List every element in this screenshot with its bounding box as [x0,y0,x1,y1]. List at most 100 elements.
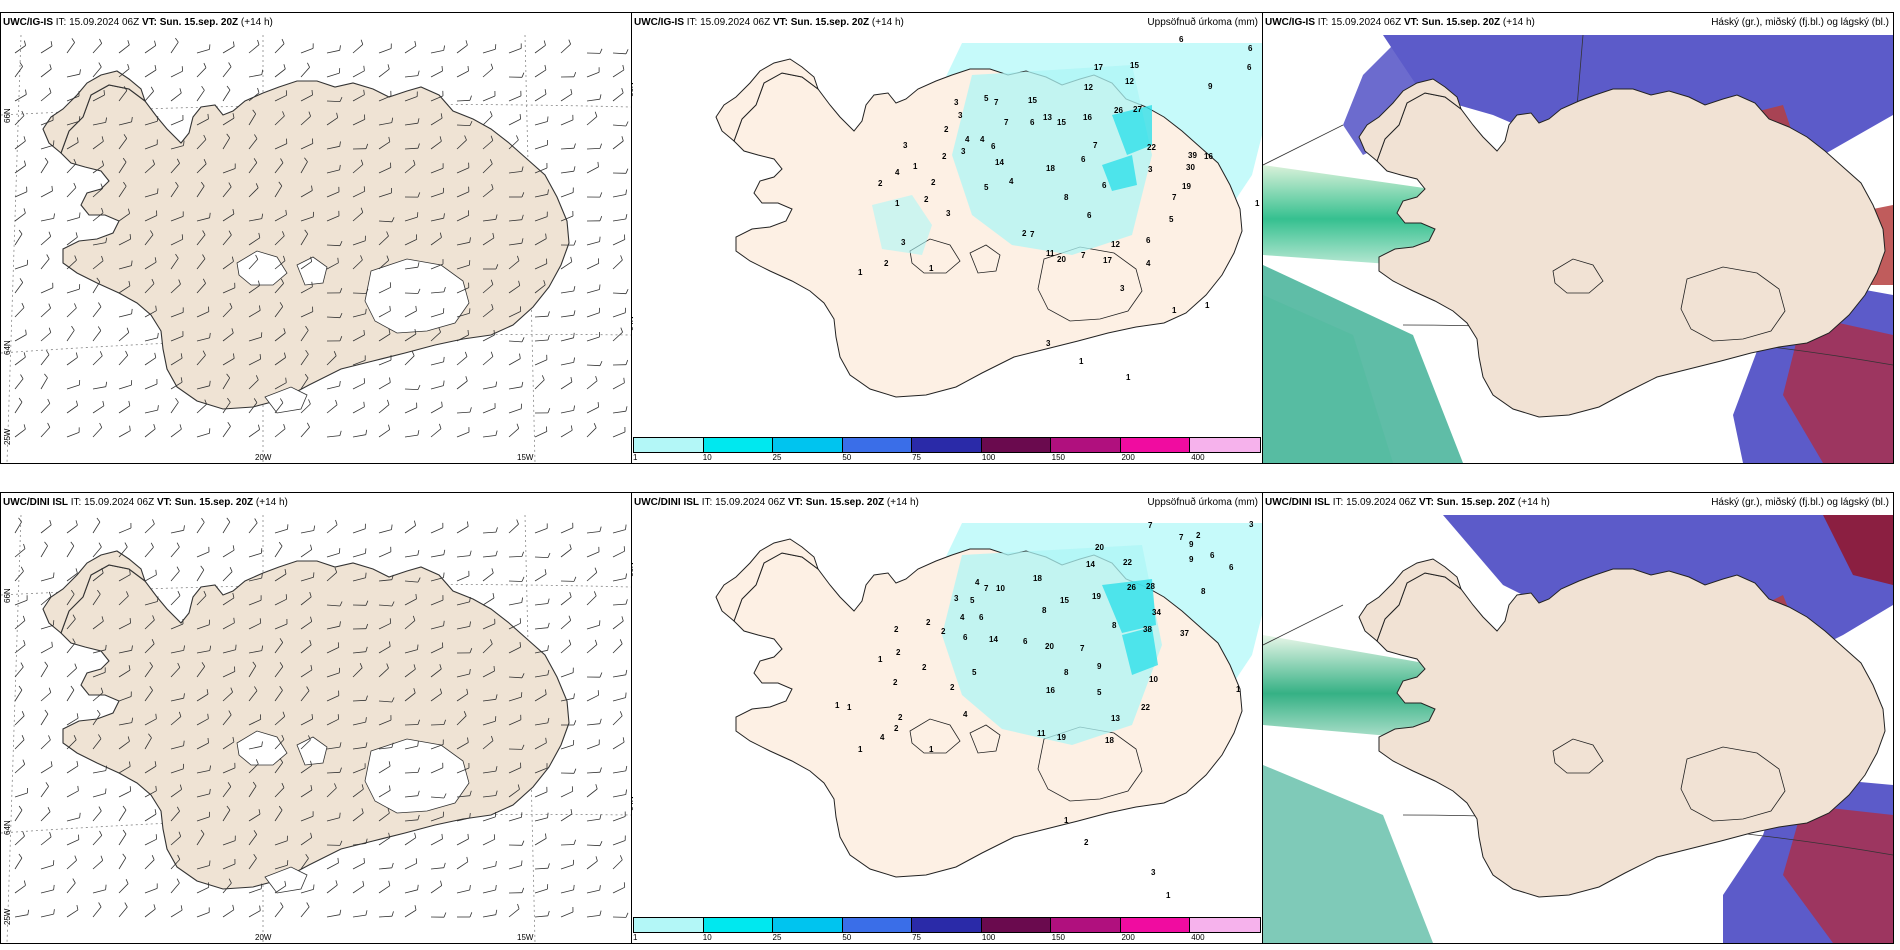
wind-barb [40,577,54,582]
wind-barb-flag [101,207,104,213]
wind-barb [378,646,391,654]
wind-barb [612,770,626,774]
wind-barb-flag [259,618,262,624]
wind-barb-flag [150,542,154,548]
wind-barb [456,241,470,246]
wind-barb [430,217,444,222]
wind-barb [92,672,106,678]
legend-tick: 100 [981,933,996,942]
precip-value: 2 [894,625,899,634]
wind-barb [66,432,80,438]
wind-barb [274,885,287,894]
wind-barb [274,598,287,606]
wind-barb-flag [337,857,339,863]
wind-barb-flag [495,381,498,387]
wind-barb [170,357,183,366]
wind-barb-flag [570,377,573,383]
wind-barb [378,667,389,678]
wind-barb-flag [44,661,49,667]
wind-barb-flag [123,86,128,91]
wind-barb-flag [620,255,623,261]
wind-barb-flag [157,405,159,411]
wind-barb-flag [495,264,499,270]
wind-barb [196,311,209,318]
wind-barb [586,595,597,606]
wind-barb [300,311,313,318]
wind-barb-flag [18,685,23,691]
wind-barb [170,570,180,582]
legend-swatch [1190,918,1260,932]
wind-barb [612,643,623,654]
wind-barb [274,94,287,102]
wind-barb-flag [521,860,523,866]
wind-barb [612,312,626,318]
wind-barb-flag [619,639,623,644]
wind-barb [14,264,28,270]
wind-barb-flag [388,424,391,430]
wind-barb-flag [439,664,442,670]
wind-barb-flag [339,164,341,170]
wind-barb [456,356,468,366]
wind-barb [482,140,494,150]
wind-barb [274,739,285,750]
wind-barb [482,386,496,390]
wind-barb [14,140,26,150]
wind-barb [196,624,210,630]
wind-barb [482,68,494,78]
precip-value: 20 [1057,255,1066,264]
wind-barb-flag [570,256,573,262]
wind-barb-flag [79,212,81,218]
legend-tick: 10 [702,933,712,942]
wind-barb [300,889,314,894]
wind-barb [586,380,598,390]
wind-barb [326,647,339,654]
wind-barb [404,407,417,414]
wind-barb-flag [75,520,78,526]
wind-barb [274,402,284,414]
wind-barb-flag [490,279,494,285]
legend-swatch [1120,918,1191,932]
wind-barb-flag [48,591,52,597]
wind-barb-flag [521,840,525,846]
wind-barb [274,306,284,318]
wind-barb-flag [209,212,211,218]
wind-barb-flag [98,734,102,739]
wind-barb [274,864,288,870]
wind-barb-flag [261,573,263,579]
wind-barb [456,795,470,798]
wind-barb [430,263,444,270]
wind-barb [430,577,444,582]
wind-barb-flag [49,87,52,93]
wind-barb-flag [200,181,205,187]
wind-barb-flag [365,910,368,916]
wind-barb [326,385,340,390]
wind-barb [404,620,416,630]
wind-barb [144,859,155,870]
wind-barb-flag [175,181,179,187]
wind-barb [66,357,78,366]
wind-barb [144,813,157,822]
wind-barb [508,428,519,438]
wind-barb [66,405,78,414]
wind-barb-flag [417,644,419,650]
precip-value: 14 [989,635,998,644]
wind-barb-flag [623,377,625,383]
wind-barb [352,334,365,342]
wind-barb-flag [339,380,341,387]
legend-tick: 400 [1191,933,1205,942]
wind-barb-flag [122,853,127,859]
wind-barb-flag [573,405,575,411]
precip-value: 8 [1201,587,1206,596]
wind-barb-flag [545,737,547,743]
wind-barb [14,307,25,318]
wind-barb [404,266,418,270]
wind-barb-flag [201,85,205,91]
wind-barb-flag [48,327,52,333]
wind-barb [118,313,132,318]
wind-barb-flag [51,641,53,647]
lat-label: 64N [631,316,635,331]
wind-barb-flag [493,665,495,672]
precip-value: 11 [1046,249,1055,258]
precip-value: 2 [941,627,946,636]
wind-barb [144,310,157,318]
